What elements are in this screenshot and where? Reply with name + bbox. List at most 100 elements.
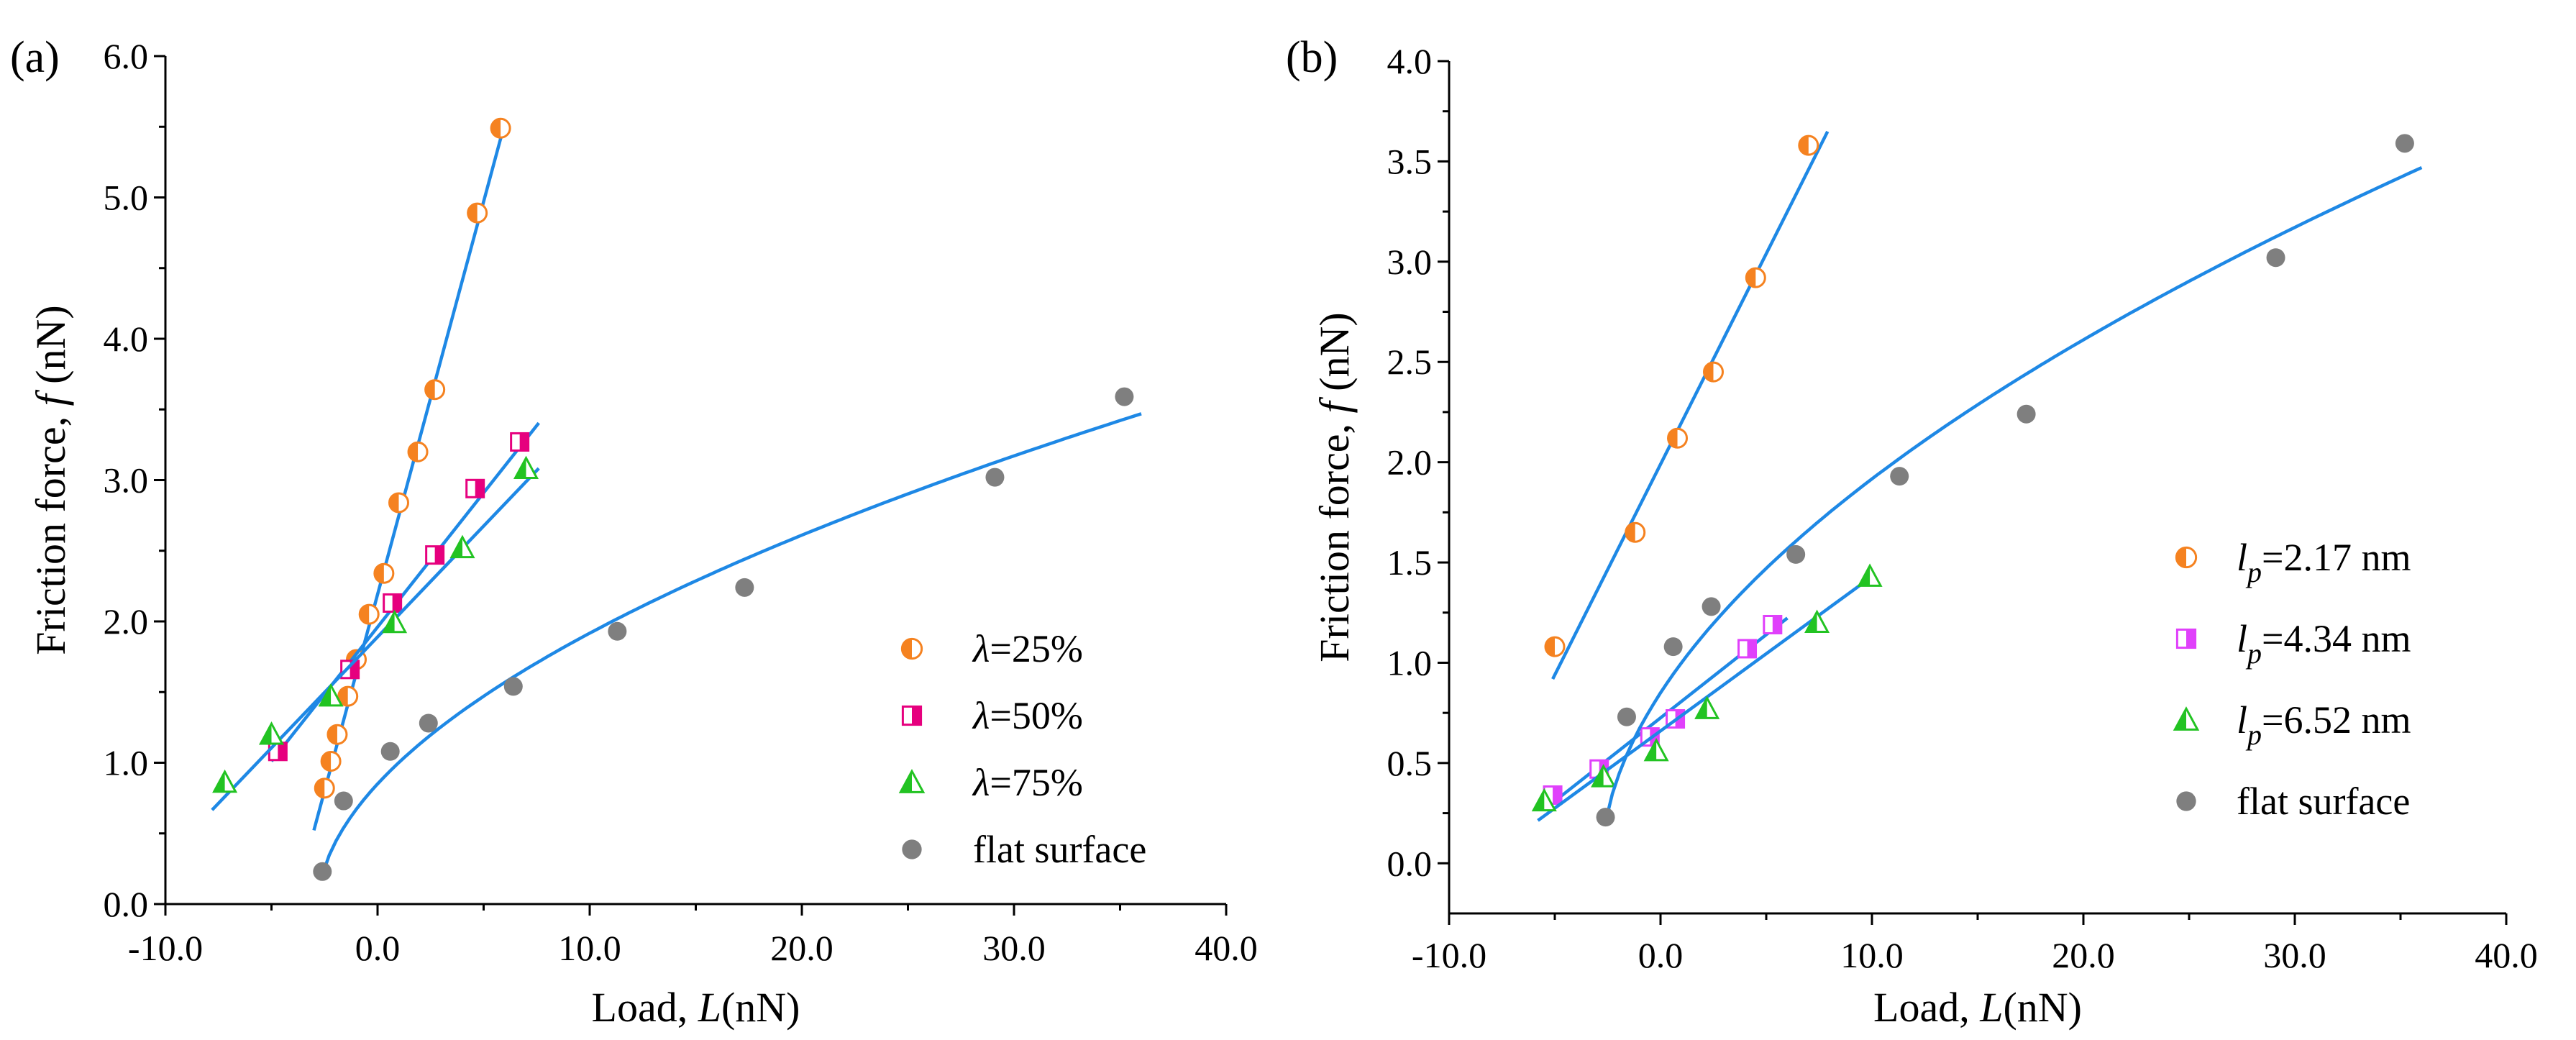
panel-a-point-series-3	[419, 713, 438, 733]
panel-a-point-series-3-dot	[380, 742, 400, 761]
panel-a-y-tick-label: 6.0	[104, 36, 149, 76]
panel-a-point-series-1-fill	[278, 742, 287, 760]
panel-a-point-series-0	[314, 777, 335, 799]
panel-a-point-series-0	[373, 562, 395, 584]
panel-a-fit-line-series-0	[312, 130, 505, 831]
panel-a-y-tick-label: 5.0	[104, 178, 149, 218]
panel-a-y-tick-label: 3.0	[104, 460, 149, 501]
panel-a-point-series-3	[334, 791, 353, 811]
panel-a-y-axis-title: Friction force, f (nN)	[27, 305, 74, 654]
panel-b-legend-marker-0	[2175, 546, 2198, 569]
panel-b-point-series-2	[1643, 737, 1669, 762]
panel-a-y-tick-label: 2.0	[104, 601, 149, 642]
panel-b-point-series-3	[2017, 404, 2036, 424]
panel-b-legend-label-part: p	[2245, 637, 2262, 670]
panel-a-point-series-0	[320, 751, 342, 772]
panel-a-legend-marker-3-dot	[902, 839, 922, 859]
panel-a-point-series-1-fill	[475, 480, 484, 498]
panel-a-point-series-2	[513, 455, 539, 480]
panel-a-point-series-3-dot	[735, 578, 754, 597]
panel-a-point-series-0-fill	[374, 564, 384, 583]
panel-b-point-series-3	[1617, 707, 1636, 726]
panel-a-point-series-3	[1115, 387, 1134, 406]
panel-a-point-series-0	[358, 603, 380, 625]
panel-b-point-series-3-dot	[2266, 248, 2285, 268]
panel-a-point-series-2	[258, 721, 285, 745]
panel-a-legend-label-part: =25%	[990, 627, 1082, 670]
panel-a-legend-label-3: flat surface	[973, 828, 1146, 871]
panel-b-fit-line-series-0	[1551, 130, 1830, 680]
panel-b-y-tick-label: 0.5	[1387, 743, 1433, 783]
panel-a-point-series-3	[313, 862, 332, 881]
panel-b-point-series-1-fill	[1747, 639, 1756, 657]
panel-a-point-series-3-dot	[334, 791, 353, 811]
panel-b-legend-label-part: =6.52 nm	[2262, 698, 2411, 742]
panel-b-point-series-0-fill	[1746, 268, 1756, 288]
panel-b-y-tick-label: 4.0	[1387, 41, 1433, 81]
panel-b-y-tick-label: 3.5	[1387, 141, 1433, 181]
panel-b-y-axis-title: Friction force, f (nN)	[1311, 312, 1358, 662]
panel-b-point-series-1-fill	[1772, 616, 1781, 634]
panel-a-x-tick-label: -10.0	[128, 928, 203, 968]
panel-b-legend-marker-3	[2176, 791, 2196, 811]
panel-a-y-tick-label: 1.0	[104, 743, 149, 783]
panel-a-point-series-2-fill	[320, 685, 332, 706]
panel-a-x-tick-label: 40.0	[1195, 928, 1258, 968]
panel-b-point-series-0	[1798, 134, 1819, 156]
panel-b-point-series-3-dot	[1617, 707, 1636, 726]
panel-b-point-series-0	[1625, 521, 1646, 543]
panel-b-point-series-3-dot	[2395, 134, 2414, 153]
panel-a-fit-line-series-1	[270, 421, 540, 762]
panel-b-x-axis-title-part: L	[1979, 984, 2003, 1031]
panel-b-legend-marker-1	[2175, 628, 2197, 649]
panel-a-point-series-0-fill	[425, 380, 435, 399]
panel-b-legend-marker-2	[2173, 706, 2200, 731]
panel-b-legend-label-1: lp=4.34 nm	[2237, 617, 2411, 670]
panel-b-point-series-3	[1596, 808, 1615, 827]
panel-a-point-series-0	[337, 685, 359, 707]
panel-b-y-tick-label: 0.0	[1387, 843, 1433, 883]
panel-a-point-series-2	[382, 609, 408, 634]
panel-a-point-series-0	[326, 724, 348, 745]
panel-b-point-series-2-fill	[1533, 790, 1545, 811]
panel-b-point-series-3-dot	[1596, 808, 1615, 827]
panel-a-point-series-0-fill	[408, 442, 419, 462]
panel-a: (a) -10.0 0.0 10.0 20.0 30.0 40.00.01.02.03.0…	[10, 33, 1258, 1031]
panel-a-point-series-0-fill	[327, 725, 337, 744]
panel-a-label: (a)	[10, 33, 60, 82]
panel-b-point-series-0	[1745, 267, 1766, 288]
panel-a-point-series-0-fill	[315, 778, 325, 798]
panel-b-y-tick-label: 1.5	[1387, 542, 1433, 583]
panel-b-x-tick-label: 30.0	[2263, 935, 2326, 975]
panel-b-legend-marker-2-fill	[2175, 708, 2186, 730]
panel-a-legend-label-part: =50%	[990, 694, 1082, 737]
panel-b-point-series-0-fill	[1545, 637, 1555, 657]
panel-a-point-series-3	[985, 467, 1005, 487]
panel-b-point-series-2	[1591, 764, 1617, 788]
panel-b-y-axis-title-part: (nN)	[1311, 312, 1358, 401]
panel-b-point-series-3-dot	[1890, 467, 1909, 486]
panel-b-x-tick-label: 10.0	[1840, 935, 1904, 975]
panel-a-point-series-0-fill	[467, 204, 478, 223]
panel-a-x-tick-label: 10.0	[558, 928, 621, 968]
panel-b-point-series-0-fill	[1625, 523, 1635, 542]
panel-b-y-tick-label: 3.0	[1387, 242, 1433, 282]
panel-a-point-series-1	[465, 478, 485, 498]
panel-b-legend-label-part: p	[2245, 556, 2262, 588]
panel-a-point-series-2-fill	[452, 537, 462, 557]
panel-b-point-series-1	[1763, 614, 1783, 634]
panel-b-point-series-2-fill	[1592, 766, 1604, 787]
panel-a-point-series-0-fill	[338, 687, 348, 706]
panel-a-point-series-3-dot	[1115, 387, 1134, 406]
panel-a-legend-label-part: λ	[972, 627, 990, 670]
panel-b-x-axis-title-part: Load,	[1873, 984, 1980, 1031]
panel-a-point-series-1	[425, 545, 445, 565]
panel-a-point-series-0-fill	[389, 493, 399, 512]
panel-a-point-series-2-fill	[515, 457, 526, 478]
panel-b-x-axis-title-part: (nN)	[2003, 984, 2082, 1031]
panel-b-x-tick-label: -10.0	[1412, 935, 1486, 975]
panel-a-legend-label-0: λ=25%	[972, 627, 1083, 670]
panel-a-legend-marker-2-fill	[900, 771, 912, 793]
panel-b-label: (b)	[1286, 33, 1338, 82]
panel-a-point-series-2	[212, 769, 238, 793]
